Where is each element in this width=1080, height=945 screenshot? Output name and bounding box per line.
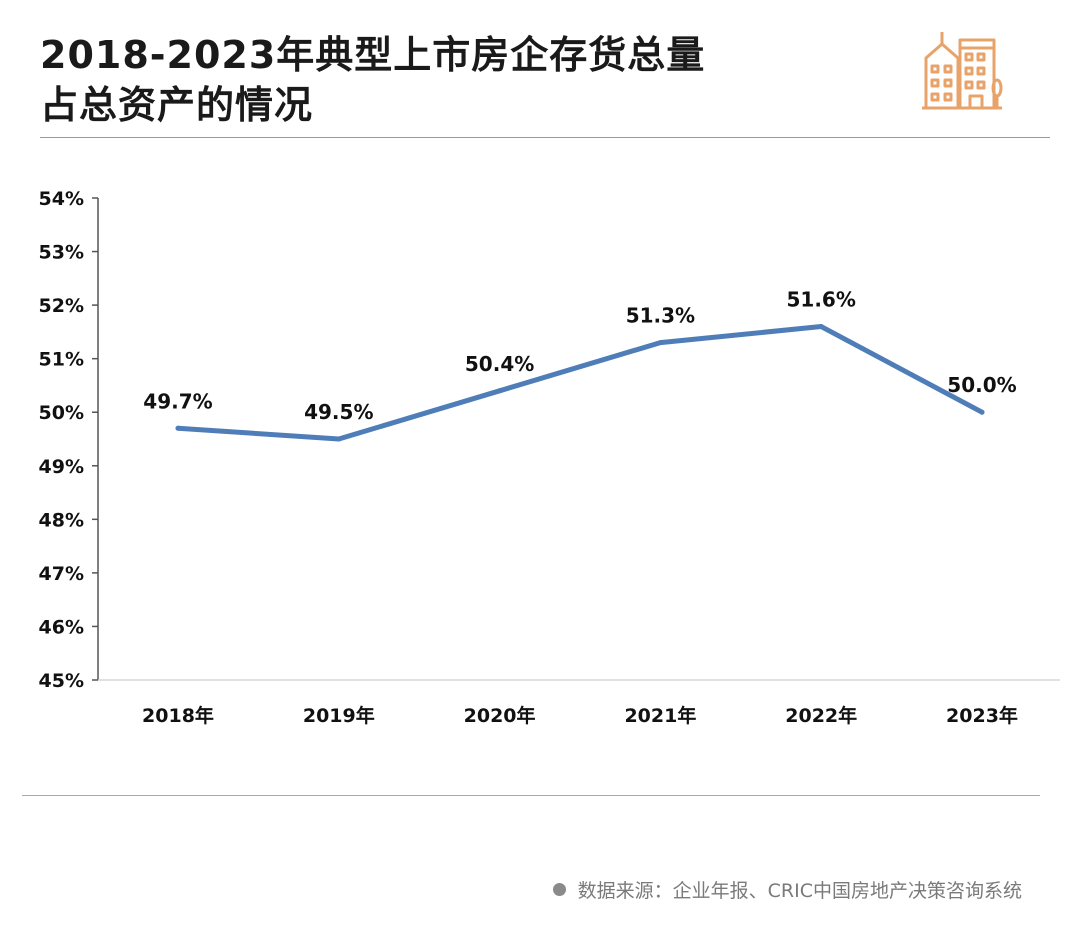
y-tick-label: 53% [39, 242, 84, 264]
y-tick-label: 46% [39, 616, 84, 638]
bullet-dot-icon [552, 883, 566, 896]
y-tick-label: 45% [39, 670, 84, 692]
x-tick-label: 2018年 [142, 704, 214, 727]
data-label: 49.5% [304, 400, 373, 424]
data-point [336, 436, 342, 442]
y-tick-label: 54% [39, 188, 84, 210]
y-tick-label: 49% [39, 456, 84, 478]
line-chart: 45% 46% 47% 48% 49% 50% 51% 52% 53% 54% 2018年 2019年… [39, 188, 1060, 727]
footer-divider [22, 795, 1040, 796]
data-point [657, 340, 663, 346]
data-label: 49.7% [143, 389, 212, 413]
data-point [497, 388, 503, 394]
city-buildings-icon [922, 32, 1003, 110]
data-label: 50.0% [947, 373, 1016, 397]
x-tick-label: 2019年 [303, 704, 375, 727]
data-label: 51.6% [787, 288, 856, 312]
x-tick-label: 2023年 [946, 704, 1018, 727]
source-note: 数据来源：企业年报、CRIC中国房地产决策咨询系统 [552, 876, 1022, 903]
data-label: 51.3% [626, 304, 695, 328]
source-text: 数据来源：企业年报、CRIC中国房地产决策咨询系统 [577, 880, 1022, 902]
title-line-1: 2018-2023年典型上市房企存货总量 [40, 33, 706, 77]
y-tick-label: 48% [39, 509, 84, 531]
y-tick-label: 50% [39, 402, 84, 424]
y-tick-label: 47% [39, 563, 84, 585]
x-tick-label: 2021年 [624, 704, 696, 727]
data-point [818, 324, 824, 330]
data-point [979, 409, 985, 415]
title-divider [40, 137, 1050, 138]
data-label: 50.4% [465, 352, 534, 376]
data-point [175, 425, 181, 431]
x-tick-label: 2020年 [464, 704, 536, 727]
series-line [175, 324, 985, 442]
y-tick-label: 51% [39, 349, 84, 371]
title-line-2: 占总资产的情况 [40, 83, 314, 127]
y-tick-label: 52% [39, 295, 84, 317]
x-tick-label: 2022年 [785, 704, 857, 727]
chart-title: 2018-2023年典型上市房企存货总量 占总资产的情况 [40, 30, 900, 130]
